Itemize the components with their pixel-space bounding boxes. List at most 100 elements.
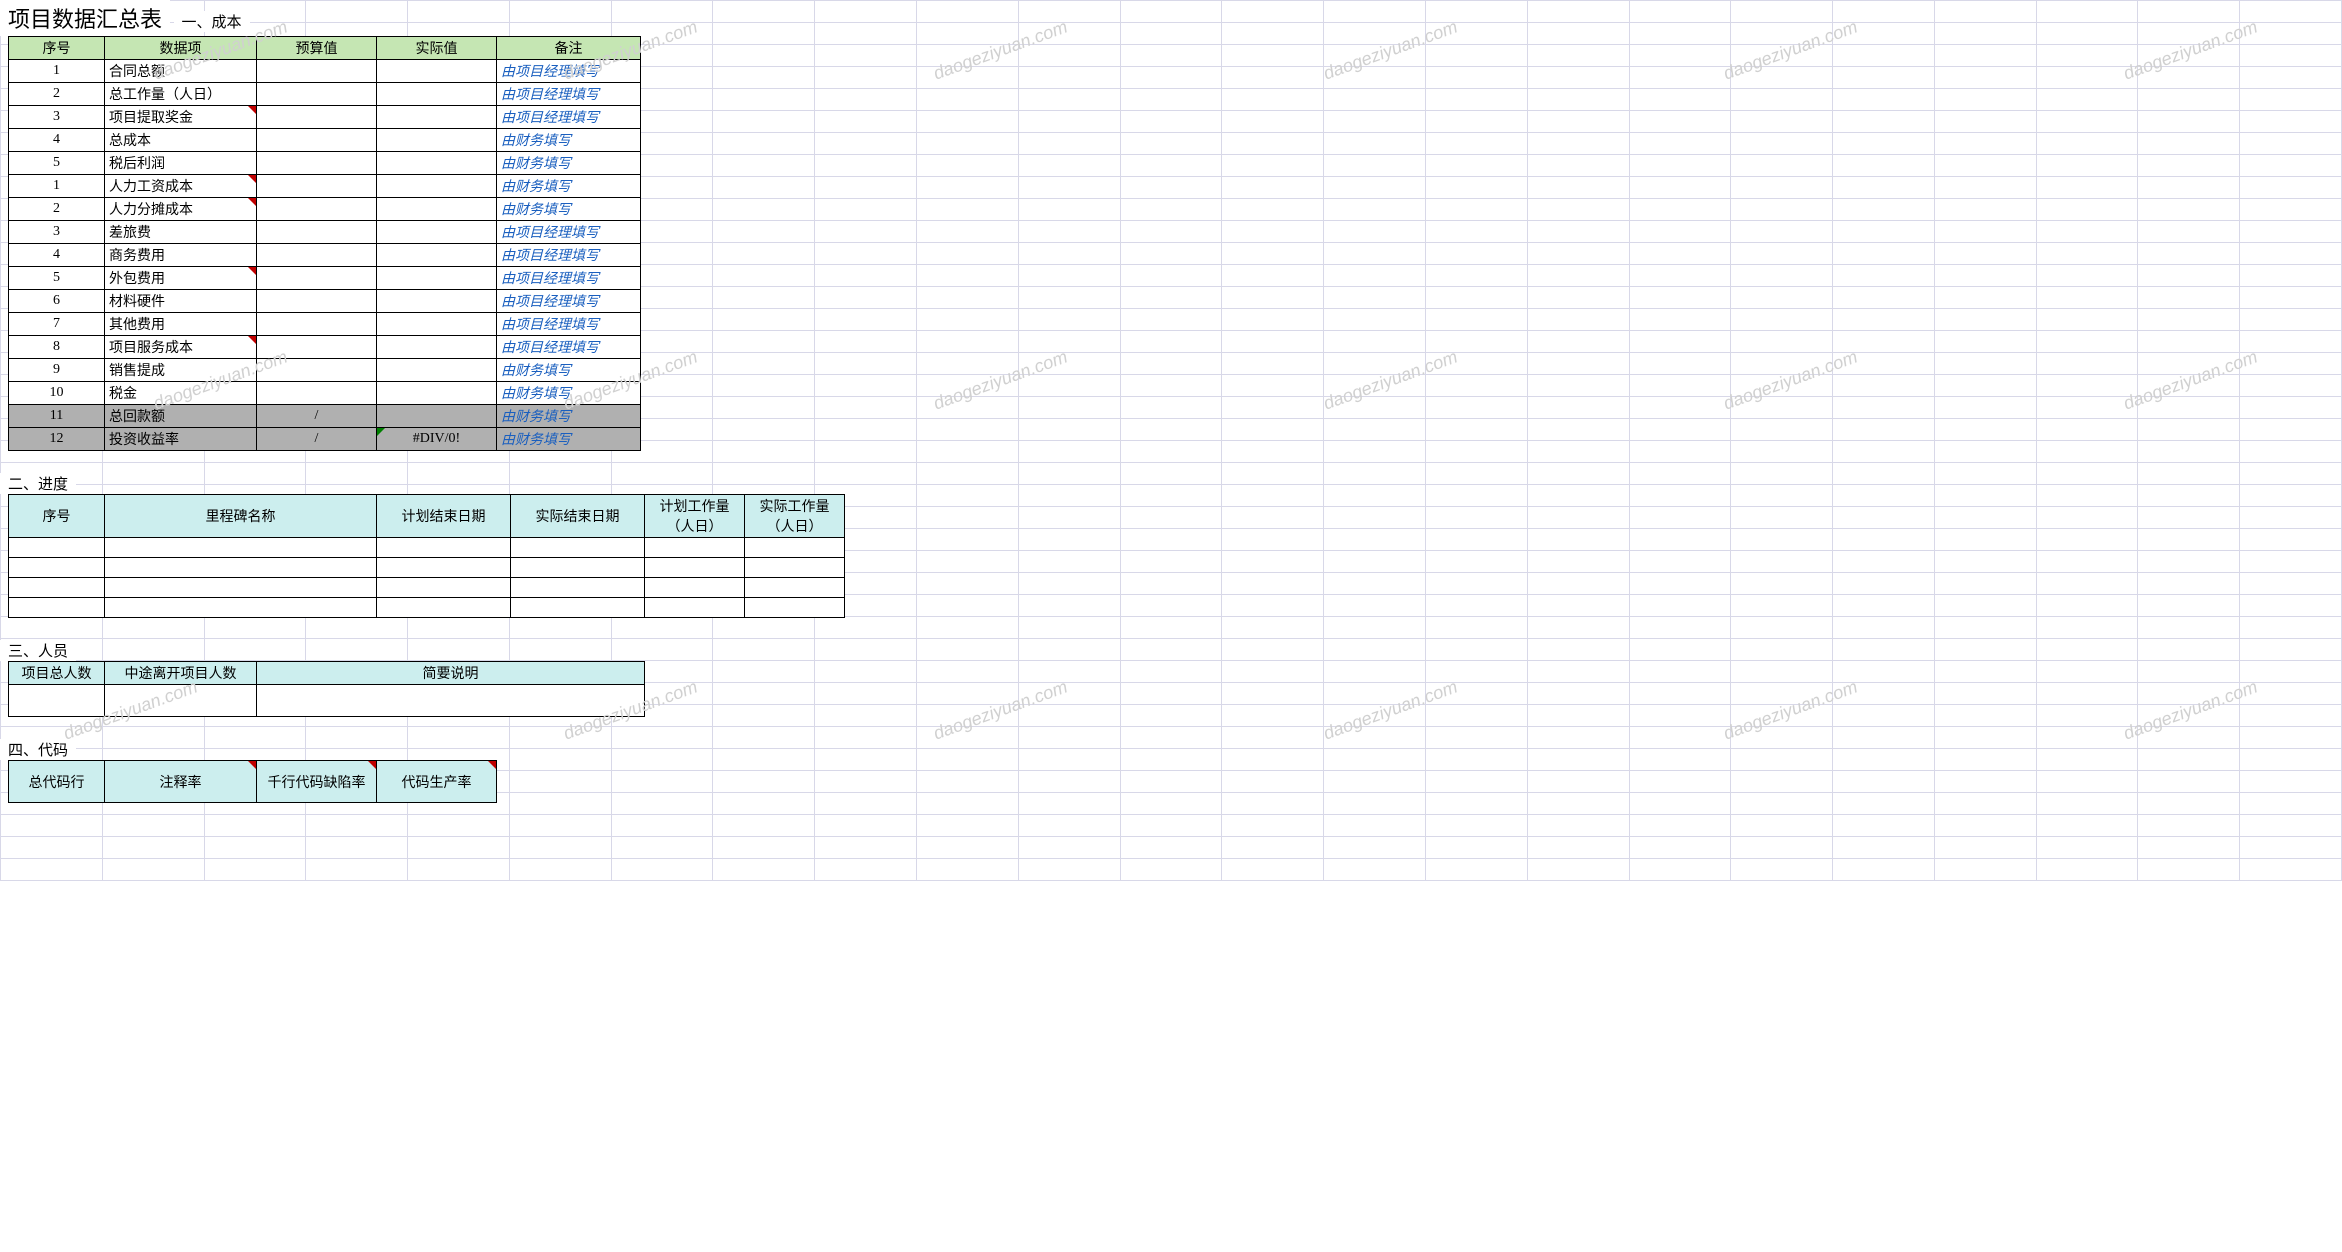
- cost-cell-seq[interactable]: 5: [9, 152, 105, 175]
- cost-cell-item[interactable]: 税后利润: [105, 152, 257, 175]
- cost-cell-budget[interactable]: /: [257, 428, 377, 451]
- cost-cell-item[interactable]: 总成本: [105, 129, 257, 152]
- cost-cell-budget[interactable]: [257, 382, 377, 405]
- cost-cell-budget[interactable]: [257, 244, 377, 267]
- cost-cell-remark[interactable]: 由财务填写: [497, 129, 641, 152]
- progress-cell[interactable]: [9, 578, 105, 598]
- cost-cell-seq[interactable]: 1: [9, 175, 105, 198]
- cost-cell-actual[interactable]: [377, 129, 497, 152]
- cost-cell-budget[interactable]: [257, 106, 377, 129]
- progress-cell[interactable]: [9, 538, 105, 558]
- cost-cell-seq[interactable]: 10: [9, 382, 105, 405]
- cost-cell-budget[interactable]: [257, 221, 377, 244]
- cost-cell-budget[interactable]: [257, 198, 377, 221]
- cost-cell-item[interactable]: 合同总额: [105, 60, 257, 83]
- progress-cell[interactable]: [745, 578, 845, 598]
- progress-cell[interactable]: [745, 598, 845, 618]
- cost-cell-seq[interactable]: 12: [9, 428, 105, 451]
- cost-cell-item[interactable]: 人力分摊成本: [105, 198, 257, 221]
- cost-cell-remark[interactable]: 由财务填写: [497, 405, 641, 428]
- cost-cell-item[interactable]: 差旅费: [105, 221, 257, 244]
- cost-cell-actual[interactable]: [377, 83, 497, 106]
- cost-cell-actual[interactable]: [377, 336, 497, 359]
- cost-cell-remark[interactable]: 由项目经理填写: [497, 106, 641, 129]
- progress-cell[interactable]: [645, 578, 745, 598]
- cost-cell-remark[interactable]: 由项目经理填写: [497, 267, 641, 290]
- cost-cell-item[interactable]: 商务费用: [105, 244, 257, 267]
- progress-cell[interactable]: [745, 538, 845, 558]
- progress-cell[interactable]: [511, 578, 645, 598]
- cost-cell-budget[interactable]: [257, 313, 377, 336]
- cost-cell-item[interactable]: 总回款额: [105, 405, 257, 428]
- cost-cell-seq[interactable]: 9: [9, 359, 105, 382]
- cost-cell-remark[interactable]: 由项目经理填写: [497, 83, 641, 106]
- cost-cell-actual[interactable]: [377, 290, 497, 313]
- progress-cell[interactable]: [9, 558, 105, 578]
- progress-cell[interactable]: [645, 558, 745, 578]
- cost-cell-actual[interactable]: [377, 198, 497, 221]
- cost-cell-budget[interactable]: [257, 83, 377, 106]
- cost-cell-actual[interactable]: [377, 152, 497, 175]
- cost-cell-actual[interactable]: [377, 382, 497, 405]
- cost-cell-budget[interactable]: [257, 290, 377, 313]
- cost-cell-seq[interactable]: 4: [9, 244, 105, 267]
- cost-cell-actual[interactable]: [377, 267, 497, 290]
- progress-cell[interactable]: [377, 558, 511, 578]
- staff-cell-desc[interactable]: [257, 685, 645, 717]
- cost-cell-actual[interactable]: [377, 405, 497, 428]
- cost-cell-remark[interactable]: 由财务填写: [497, 175, 641, 198]
- cost-cell-remark[interactable]: 由项目经理填写: [497, 336, 641, 359]
- cost-cell-budget[interactable]: [257, 267, 377, 290]
- progress-cell[interactable]: [9, 598, 105, 618]
- cost-cell-seq[interactable]: 6: [9, 290, 105, 313]
- cost-cell-seq[interactable]: 3: [9, 106, 105, 129]
- cost-cell-actual[interactable]: [377, 359, 497, 382]
- cost-cell-actual[interactable]: [377, 221, 497, 244]
- staff-cell-total[interactable]: [9, 685, 105, 717]
- cost-cell-actual[interactable]: [377, 175, 497, 198]
- progress-cell[interactable]: [105, 558, 377, 578]
- cost-cell-item[interactable]: 外包费用: [105, 267, 257, 290]
- progress-cell[interactable]: [511, 538, 645, 558]
- cost-cell-budget[interactable]: [257, 152, 377, 175]
- progress-cell[interactable]: [745, 558, 845, 578]
- cost-cell-item[interactable]: 销售提成: [105, 359, 257, 382]
- cost-cell-item[interactable]: 项目提取奖金: [105, 106, 257, 129]
- cost-cell-remark[interactable]: 由财务填写: [497, 198, 641, 221]
- cost-cell-seq[interactable]: 5: [9, 267, 105, 290]
- progress-cell[interactable]: [645, 598, 745, 618]
- cost-cell-actual[interactable]: [377, 60, 497, 83]
- cost-cell-item[interactable]: 材料硬件: [105, 290, 257, 313]
- cost-cell-item[interactable]: 投资收益率: [105, 428, 257, 451]
- progress-cell[interactable]: [377, 598, 511, 618]
- progress-cell[interactable]: [645, 538, 745, 558]
- progress-cell[interactable]: [105, 538, 377, 558]
- cost-cell-seq[interactable]: 1: [9, 60, 105, 83]
- cost-cell-remark[interactable]: 由项目经理填写: [497, 244, 641, 267]
- cost-cell-remark[interactable]: 由财务填写: [497, 428, 641, 451]
- progress-cell[interactable]: [511, 558, 645, 578]
- cost-cell-seq[interactable]: 3: [9, 221, 105, 244]
- cost-cell-budget[interactable]: [257, 336, 377, 359]
- cost-cell-actual[interactable]: #DIV/0!: [377, 428, 497, 451]
- progress-cell[interactable]: [377, 578, 511, 598]
- staff-cell-leave[interactable]: [105, 685, 257, 717]
- cost-cell-seq[interactable]: 11: [9, 405, 105, 428]
- cost-cell-budget[interactable]: [257, 175, 377, 198]
- progress-cell[interactable]: [105, 598, 377, 618]
- cost-cell-seq[interactable]: 2: [9, 83, 105, 106]
- cost-cell-remark[interactable]: 由项目经理填写: [497, 60, 641, 83]
- cost-cell-seq[interactable]: 7: [9, 313, 105, 336]
- progress-cell[interactable]: [511, 598, 645, 618]
- cost-cell-budget[interactable]: [257, 60, 377, 83]
- cost-cell-actual[interactable]: [377, 106, 497, 129]
- cost-cell-remark[interactable]: 由财务填写: [497, 152, 641, 175]
- cost-cell-item[interactable]: 总工作量（人日）: [105, 83, 257, 106]
- progress-cell[interactable]: [105, 578, 377, 598]
- cost-cell-remark[interactable]: 由项目经理填写: [497, 221, 641, 244]
- cost-cell-remark[interactable]: 由项目经理填写: [497, 290, 641, 313]
- cost-cell-budget[interactable]: [257, 129, 377, 152]
- cost-cell-remark[interactable]: 由财务填写: [497, 359, 641, 382]
- progress-cell[interactable]: [377, 538, 511, 558]
- cost-cell-remark[interactable]: 由财务填写: [497, 382, 641, 405]
